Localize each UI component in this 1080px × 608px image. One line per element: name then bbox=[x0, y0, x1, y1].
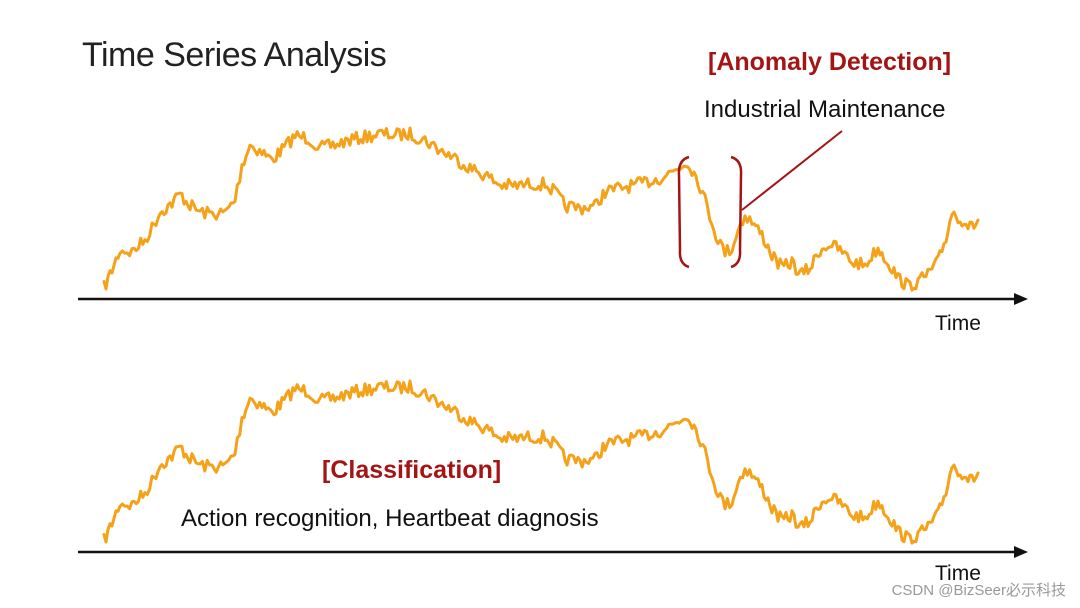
classification-label: [Classification] bbox=[322, 456, 502, 484]
watermark: CSDN @BizSeer必示科技 bbox=[891, 582, 1066, 599]
anomaly-detection-label: [Anomaly Detection] bbox=[708, 48, 952, 76]
slide-title: Time Series Analysis bbox=[82, 36, 387, 74]
anomaly-bracket-left bbox=[677, 155, 690, 269]
anomaly-pointer-line bbox=[741, 130, 843, 211]
time-axis-top-label: Time bbox=[935, 312, 981, 335]
time-series-line-top bbox=[102, 126, 980, 292]
industrial-maintenance-label: Industrial Maintenance bbox=[704, 96, 946, 123]
time-axis-bottom-arrowhead bbox=[1014, 546, 1028, 558]
classification-examples-label: Action recognition, Heartbeat diagnosis bbox=[181, 505, 599, 532]
time-axis-top-arrowhead bbox=[1014, 293, 1028, 305]
time-series-line-bottom bbox=[102, 379, 980, 545]
time-axis-bottom-label: Time bbox=[935, 562, 981, 585]
anomaly-bracket-right bbox=[730, 155, 743, 269]
